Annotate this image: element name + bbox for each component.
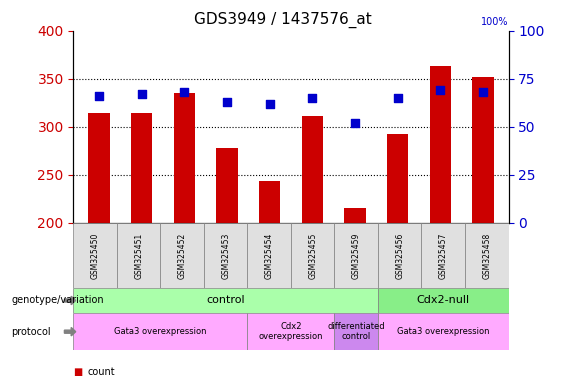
Bar [421,223,465,288]
Text: GSM325458: GSM325458 [483,233,491,279]
Bar [259,182,280,223]
Point [94,93,103,99]
Bar [73,313,247,351]
Bar [247,223,291,288]
Bar [378,288,508,313]
Text: Cdx2
overexpression: Cdx2 overexpression [259,322,323,341]
Bar [387,134,408,223]
Bar [117,223,160,288]
Text: Gata3 overexpression: Gata3 overexpression [397,327,489,336]
Text: 100%: 100% [481,17,508,27]
Bar [378,223,421,288]
Text: control: control [206,295,245,306]
Text: GSM325459: GSM325459 [352,233,360,279]
Bar [73,223,117,288]
Text: Cdx2-null: Cdx2-null [416,295,470,306]
Bar [429,66,451,223]
Bar [173,93,195,223]
Bar [131,113,153,223]
Bar [472,77,494,223]
Text: GSM325455: GSM325455 [308,233,317,279]
Bar [73,288,378,313]
Text: differentiated
control: differentiated control [328,322,385,341]
Bar [344,208,366,223]
Bar [160,223,204,288]
Bar [291,223,334,288]
Bar [302,116,323,223]
Bar [88,113,110,223]
Point [180,89,189,95]
Text: GSM325453: GSM325453 [221,233,230,279]
Text: GSM325452: GSM325452 [178,233,186,279]
Text: GSM325454: GSM325454 [265,233,273,279]
Bar [204,223,247,288]
Point [479,89,488,95]
Point [350,120,359,126]
Text: ■: ■ [73,366,82,377]
Bar [378,313,508,351]
Point [265,101,274,107]
Text: GSM325457: GSM325457 [439,233,447,279]
Point [308,95,317,101]
Text: GDS3949 / 1437576_at: GDS3949 / 1437576_at [194,12,371,28]
Text: GSM325450: GSM325450 [91,233,99,279]
Point [223,99,232,105]
Point [393,95,402,101]
Point [137,91,146,97]
Text: genotype/variation: genotype/variation [11,295,104,306]
Text: protocol: protocol [11,327,51,337]
Text: count: count [88,366,115,377]
Bar [216,148,238,223]
Text: GSM325456: GSM325456 [396,233,404,279]
Text: Gata3 overexpression: Gata3 overexpression [114,327,207,336]
Bar [465,223,508,288]
Bar [334,313,378,351]
Bar [334,223,378,288]
Bar [247,313,334,351]
Point [436,87,445,93]
Text: GSM325451: GSM325451 [134,233,143,279]
